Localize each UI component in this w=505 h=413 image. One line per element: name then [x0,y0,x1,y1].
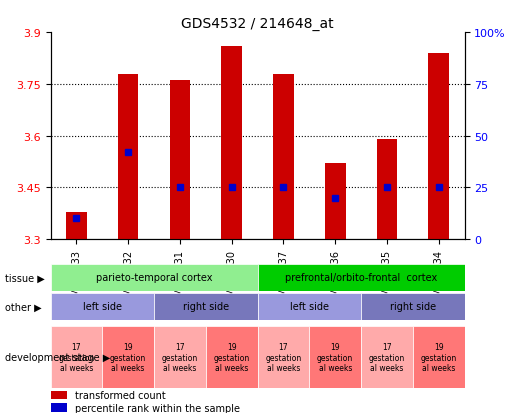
Text: left side: left side [290,301,329,312]
Text: 19
gestation
al weeks: 19 gestation al weeks [110,342,146,372]
FancyBboxPatch shape [361,293,465,320]
FancyBboxPatch shape [361,326,413,388]
Bar [273,74,294,240]
Text: 17
gestation
al weeks: 17 gestation al weeks [369,342,405,372]
Bar [50,403,67,412]
Text: other ▶: other ▶ [5,301,42,312]
Text: parieto-temporal cortex: parieto-temporal cortex [96,273,212,283]
Text: 19
gestation
al weeks: 19 gestation al weeks [421,342,457,372]
Text: 17
gestation
al weeks: 17 gestation al weeks [58,342,94,372]
Text: right side: right side [390,301,436,312]
FancyBboxPatch shape [154,326,206,388]
FancyBboxPatch shape [206,326,258,388]
FancyBboxPatch shape [154,293,258,320]
FancyBboxPatch shape [258,326,309,388]
Text: prefrontal/orbito-frontal  cortex: prefrontal/orbito-frontal cortex [285,273,437,283]
FancyBboxPatch shape [258,293,361,320]
Text: percentile rank within the sample: percentile rank within the sample [75,403,240,413]
FancyBboxPatch shape [50,293,154,320]
Bar [377,140,397,240]
Text: transformed count: transformed count [75,390,166,400]
Title: GDS4532 / 214648_at: GDS4532 / 214648_at [181,17,334,31]
Bar [325,164,345,240]
Text: 19
gestation
al weeks: 19 gestation al weeks [317,342,353,372]
Text: 17
gestation
al weeks: 17 gestation al weeks [265,342,301,372]
Bar [221,47,242,240]
Text: 19
gestation
al weeks: 19 gestation al weeks [214,342,250,372]
Text: 17
gestation
al weeks: 17 gestation al weeks [162,342,198,372]
Text: development stage ▶: development stage ▶ [5,352,110,362]
Bar [170,81,190,240]
Text: tissue ▶: tissue ▶ [5,273,45,283]
Bar [118,74,138,240]
Text: right side: right side [183,301,229,312]
FancyBboxPatch shape [413,326,465,388]
Bar [428,54,449,240]
FancyBboxPatch shape [50,264,258,291]
Bar [66,212,87,240]
FancyBboxPatch shape [309,326,361,388]
Bar [50,391,67,399]
FancyBboxPatch shape [50,326,102,388]
Text: left side: left side [83,301,122,312]
FancyBboxPatch shape [258,264,465,291]
FancyBboxPatch shape [102,326,154,388]
